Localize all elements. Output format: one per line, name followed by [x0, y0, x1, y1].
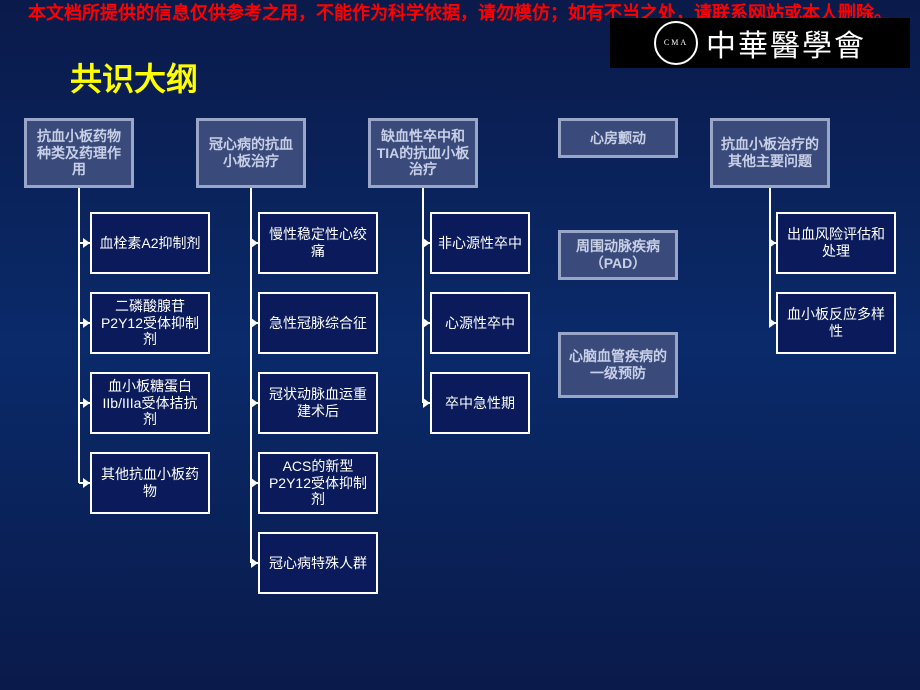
child-node-2-4: 冠心病特殊人群	[258, 532, 378, 594]
child-node-1-2: 血小板糖蛋白IIb/IIIa受体拮抗剂	[90, 372, 210, 434]
parent-node-2: 冠心病的抗血小板治疗	[196, 118, 306, 188]
standalone-node-4-0: 周围动脉疾病（PAD）	[558, 230, 678, 280]
child-node-2-0: 慢性稳定性心绞痛	[258, 212, 378, 274]
parent-node-4: 心房颤动	[558, 118, 678, 158]
standalone-node-4-1: 心脑血管疾病的一级预防	[558, 332, 678, 398]
child-node-3-1: 心源性卒中	[430, 292, 530, 354]
child-node-1-0: 血栓素A2抑制剂	[90, 212, 210, 274]
child-node-2-3: ACS的新型P2Y12受体抑制剂	[258, 452, 378, 514]
child-node-1-3: 其他抗血小板药物	[90, 452, 210, 514]
child-node-1-1: 二磷酸腺苷P2Y12受体抑制剂	[90, 292, 210, 354]
slide: 本文档所提供的信息仅供参考之用，不能作为科学依据，请勿模仿；如有不当之处，请联系…	[0, 0, 920, 690]
child-node-2-1: 急性冠脉综合征	[258, 292, 378, 354]
parent-node-5: 抗血小板治疗的其他主要问题	[710, 118, 830, 188]
child-node-3-2: 卒中急性期	[430, 372, 530, 434]
child-node-3-0: 非心源性卒中	[430, 212, 530, 274]
child-node-2-2: 冠状动脉血运重建术后	[258, 372, 378, 434]
child-node-5-0: 出血风险评估和处理	[776, 212, 896, 274]
child-node-5-1: 血小板反应多样性	[776, 292, 896, 354]
parent-node-3: 缺血性卒中和TIA的抗血小板治疗	[368, 118, 478, 188]
parent-node-1: 抗血小板药物种类及药理作用	[24, 118, 134, 188]
